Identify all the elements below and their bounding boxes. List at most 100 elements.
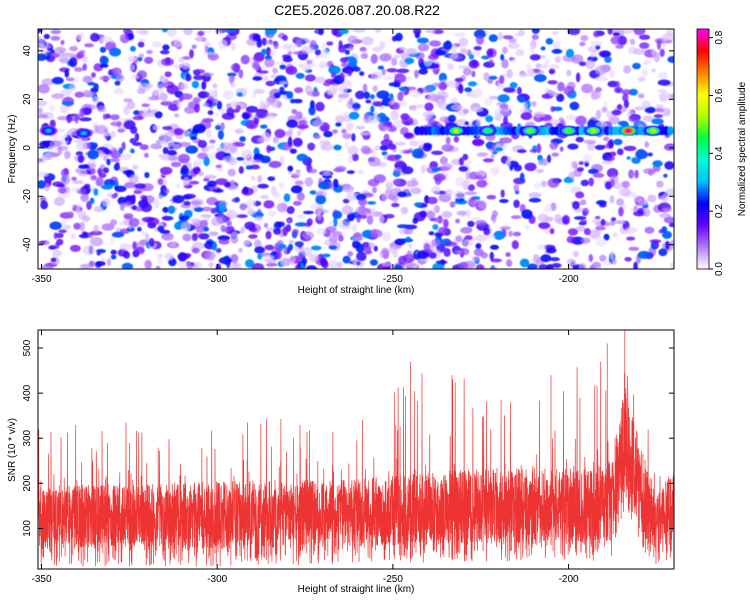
heatmap-cell — [53, 197, 65, 207]
heatmap-cell — [159, 75, 165, 82]
heatmap-cell — [161, 137, 175, 148]
heatmap-cell — [653, 114, 664, 119]
heatmap-cell — [468, 54, 474, 60]
heatmap-cell — [253, 54, 264, 63]
heatmap-cell — [62, 52, 76, 58]
heatmap-frame — [37, 28, 675, 270]
heatmap-cell — [664, 143, 674, 151]
heatmap-cell — [68, 84, 77, 92]
heatmap-cell — [397, 91, 404, 102]
heatmap-cell — [427, 92, 438, 103]
heatmap-cell — [571, 160, 577, 169]
heatmap-cell — [662, 32, 674, 43]
heatmap-cell — [633, 29, 646, 36]
heatmap-cell — [670, 261, 674, 269]
heatmap-cell — [192, 123, 206, 134]
heatmap-cell — [193, 74, 205, 81]
heatmap-cell — [481, 55, 490, 60]
heatmap-cell — [172, 195, 185, 204]
heatmap-cell — [460, 47, 467, 54]
heatmap-cell — [290, 98, 296, 104]
heatmap-cell — [394, 264, 403, 269]
heatmap-cell — [194, 36, 208, 42]
heatmap-cell — [174, 113, 180, 118]
heatmap-cell — [177, 261, 187, 269]
heatmap-cell — [176, 183, 181, 189]
heatmap-cell — [265, 80, 276, 87]
heatmap-cell — [238, 166, 244, 174]
heatmap-cell — [78, 164, 90, 169]
colorbar-label: Normalized spectral amplitude — [737, 81, 748, 216]
heatmap-cell — [552, 31, 558, 35]
heatmap-cell — [308, 168, 318, 174]
heatmap-cell — [580, 237, 591, 244]
heatmap-cell — [617, 35, 627, 46]
heatmap-cell — [603, 136, 610, 142]
heatmap-cell — [160, 50, 170, 55]
heatmap-cell — [433, 204, 440, 214]
heatmap-cell — [644, 106, 656, 114]
heatmap-cell — [374, 145, 381, 151]
heatmap-cell — [528, 197, 542, 203]
heatmap-cell — [267, 176, 276, 181]
heatmap-cell — [132, 164, 139, 170]
heatmap-cell — [582, 154, 592, 164]
heatmap-cell — [92, 96, 100, 104]
heatmap-cell — [401, 166, 414, 175]
heatmap-cell — [60, 168, 70, 178]
heatmap-cell — [141, 202, 153, 213]
heatmap-cell — [151, 109, 159, 113]
heatmap-cell — [322, 170, 332, 177]
heatmap-cell — [579, 41, 586, 47]
heatmap-cell — [488, 95, 500, 100]
heatmap-cell — [60, 40, 65, 45]
y-tick-label: 0 — [22, 145, 33, 151]
heatmap-cell — [544, 122, 553, 128]
heatmap-cell — [341, 220, 348, 226]
heatmap-cell — [656, 39, 662, 50]
heatmap-cell — [38, 100, 47, 107]
heatmap-cell — [189, 218, 199, 223]
heatmap-cell — [408, 243, 413, 249]
heatmap-cell — [121, 141, 126, 151]
heatmap-cell — [418, 139, 424, 149]
heatmap-cell — [409, 90, 422, 98]
heatmap-cell — [359, 260, 366, 268]
heatmap-cell — [381, 247, 389, 256]
heatmap-cell — [663, 216, 674, 224]
heatmap-cell — [616, 198, 624, 206]
heatmap-cell — [141, 103, 150, 108]
heatmap-cell — [497, 94, 510, 103]
heatmap-cell — [215, 263, 221, 269]
heatmap-cell — [399, 46, 405, 51]
heatmap-cell — [665, 240, 670, 250]
heatmap-cell — [48, 104, 56, 112]
heatmap-cell — [176, 101, 183, 110]
heatmap-cell — [110, 249, 117, 255]
heatmap-cell — [292, 228, 299, 236]
heatmap-cell — [383, 133, 390, 141]
heatmap-cell — [260, 124, 268, 129]
heatmap-cell — [559, 146, 564, 152]
heatmap-cell — [621, 180, 630, 189]
heatmap-cell — [330, 72, 337, 79]
heatmap-cell — [458, 37, 469, 48]
heatmap-cell — [637, 76, 646, 82]
heatmap-cell — [212, 89, 218, 99]
heatmap-cell — [346, 221, 351, 231]
heatmap-cell — [317, 29, 324, 36]
heatmap-cell — [111, 68, 119, 75]
heatmap-cell — [309, 100, 315, 109]
heatmap-cell — [191, 44, 197, 50]
heatmap-cell — [440, 163, 453, 171]
heatmap-cell — [464, 235, 473, 241]
heatmap-cell — [351, 223, 358, 232]
heatmap-cell — [49, 52, 60, 59]
heatmap-cell — [502, 35, 514, 40]
heatmap-cell — [38, 159, 41, 164]
heatmap-cell — [502, 46, 508, 54]
heatmap-cell — [290, 185, 303, 194]
heatmap-cell — [90, 175, 97, 180]
heatmap-cell — [529, 54, 541, 61]
heatmap-cell — [409, 140, 419, 147]
